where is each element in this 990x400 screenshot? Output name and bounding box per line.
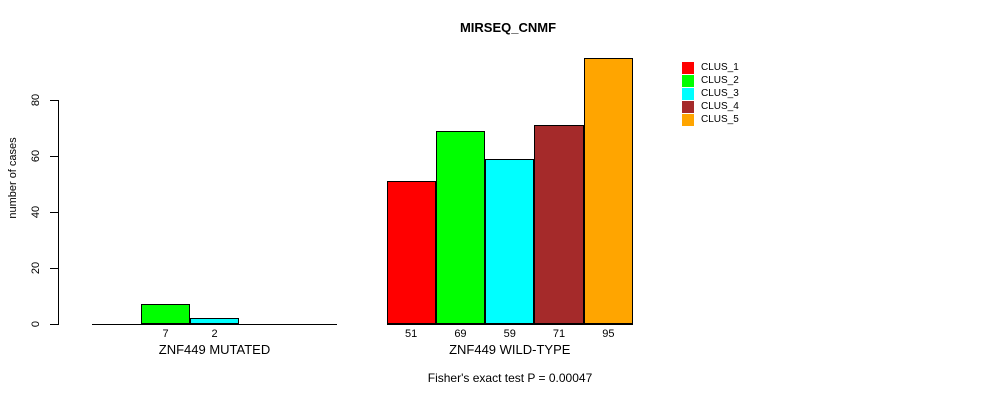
y-axis-line <box>58 100 59 325</box>
bar <box>534 125 584 324</box>
bar-value-label: 59 <box>503 328 516 340</box>
y-tick-label: 60 <box>30 149 42 163</box>
bar <box>435 130 486 324</box>
y-tick-label: 20 <box>30 261 42 275</box>
y-tick-label: 40 <box>30 205 42 219</box>
bar-value-label: 7 <box>162 328 169 340</box>
bar-value-label: 95 <box>602 328 615 340</box>
y-tick <box>50 100 58 101</box>
legend-swatch <box>682 113 694 126</box>
legend-swatch <box>682 74 694 87</box>
y-tick-label: 0 <box>30 320 42 328</box>
y-tick <box>50 324 58 325</box>
x-baseline <box>92 324 337 325</box>
bar-value-label: 51 <box>405 328 418 340</box>
x-group-label: ZNF449 MUTATED <box>158 342 271 357</box>
legend-swatch <box>682 87 694 100</box>
bar-value-label: 69 <box>454 328 467 340</box>
legend-label: CLUS_4 <box>701 101 739 112</box>
chart-title: MIRSEQ_CNMF <box>459 20 557 35</box>
legend-item: CLUS_2 <box>682 74 739 87</box>
legend: CLUS_1 CLUS_2 CLUS_3 CLUS_4 CLUS_5 <box>682 61 739 126</box>
legend-swatch <box>682 100 694 113</box>
legend-label: CLUS_1 <box>701 62 739 73</box>
legend-label: CLUS_3 <box>701 88 739 99</box>
legend-item: CLUS_5 <box>682 113 739 126</box>
x-baseline <box>386 324 633 325</box>
bar <box>141 304 190 324</box>
bar <box>190 318 239 324</box>
bar <box>583 58 633 324</box>
legend-item: CLUS_4 <box>682 100 739 113</box>
fisher-test-annotation: Fisher's exact test P = 0.00047 <box>427 371 593 385</box>
bar <box>485 158 535 324</box>
legend-label: CLUS_2 <box>701 75 739 86</box>
bar-value-label: 2 <box>211 328 218 340</box>
y-tick <box>50 156 58 157</box>
legend-swatch <box>682 61 694 74</box>
y-tick <box>50 212 58 213</box>
legend-label: CLUS_5 <box>701 114 739 125</box>
legend-item: CLUS_3 <box>682 87 739 100</box>
y-tick-label: 80 <box>30 93 42 107</box>
y-axis-label: number of cases <box>7 137 19 219</box>
bar-value-label: 71 <box>552 328 566 340</box>
x-group-label: ZNF449 WILD-TYPE <box>449 342 571 357</box>
legend-item: CLUS_1 <box>682 61 739 74</box>
y-tick <box>50 268 58 269</box>
bar <box>386 181 436 324</box>
